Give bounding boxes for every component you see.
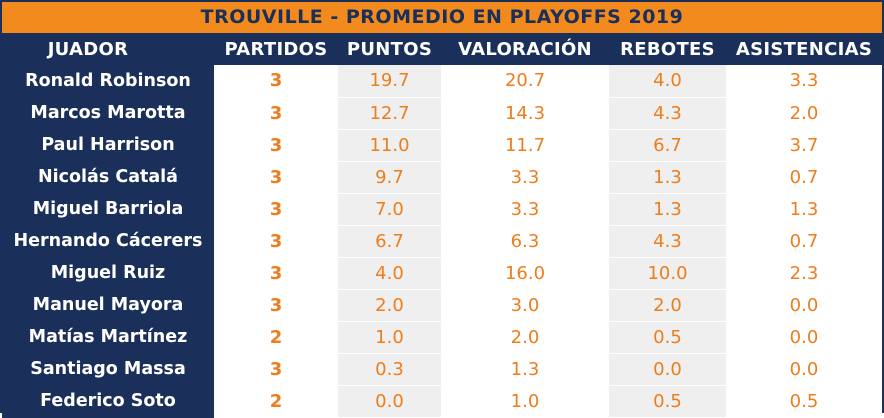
- table-row: Federico Soto 2 0.0 1.0 0.5 0.5: [2, 385, 882, 418]
- rebounds-cell: 0.0: [609, 353, 726, 386]
- games-cell: 3: [214, 65, 338, 98]
- rating-cell: 3.3: [441, 193, 609, 226]
- stats-table: JUADOR PARTIDOS PUNTOS VALORACIÓN REBOTE…: [2, 34, 882, 418]
- table-row: Hernando Cácerers 3 6.7 6.3 4.3 0.7: [2, 225, 882, 258]
- games-cell: 3: [214, 289, 338, 322]
- table-row: Nicolás Catalá 3 9.7 3.3 1.3 0.7: [2, 161, 882, 194]
- points-cell: 0.0: [338, 385, 441, 418]
- assists-cell: 3.3: [726, 65, 882, 98]
- points-cell: 12.7: [338, 97, 441, 130]
- assists-cell: 2.3: [726, 257, 882, 290]
- header-games: PARTIDOS: [214, 34, 338, 65]
- table-row: Santiago Massa 3 0.3 1.3 0.0 0.0: [2, 353, 882, 386]
- header-rating: VALORACIÓN: [441, 34, 609, 65]
- rating-cell: 16.0: [441, 257, 609, 290]
- assists-cell: 3.7: [726, 129, 882, 162]
- games-cell: 3: [214, 353, 338, 386]
- player-name-cell: Marcos Marotta: [2, 97, 214, 130]
- rebounds-cell: 6.7: [609, 129, 726, 162]
- table-body: Ronald Robinson 3 19.7 20.7 4.0 3.3 Marcos Mar…: [2, 65, 882, 418]
- games-cell: 3: [214, 129, 338, 162]
- rating-cell: 20.7: [441, 65, 609, 98]
- points-cell: 11.0: [338, 129, 441, 162]
- rebounds-cell: 0.5: [609, 385, 726, 418]
- rating-cell: 6.3: [441, 225, 609, 258]
- rating-cell: 14.3: [441, 97, 609, 130]
- points-cell: 4.0: [338, 257, 441, 290]
- rating-cell: 3.3: [441, 161, 609, 194]
- rebounds-cell: 4.3: [609, 225, 726, 258]
- player-name-cell: Matías Martínez: [2, 321, 214, 354]
- header-player: JUADOR: [2, 34, 214, 65]
- games-cell: 3: [214, 193, 338, 226]
- points-cell: 7.0: [338, 193, 441, 226]
- rebounds-cell: 2.0: [609, 289, 726, 322]
- points-cell: 2.0: [338, 289, 441, 322]
- player-name-cell: Miguel Ruiz: [2, 257, 214, 290]
- points-cell: 0.3: [338, 353, 441, 386]
- rebounds-cell: 1.3: [609, 193, 726, 226]
- rebounds-cell: 4.3: [609, 97, 726, 130]
- rebounds-cell: 10.0: [609, 257, 726, 290]
- player-name-cell: Hernando Cácerers: [2, 225, 214, 258]
- player-name-cell: Santiago Massa: [2, 353, 214, 386]
- player-name-cell: Ronald Robinson: [2, 65, 214, 98]
- player-name-cell: Miguel Barriola: [2, 193, 214, 226]
- rating-cell: 1.3: [441, 353, 609, 386]
- assists-cell: 0.7: [726, 225, 882, 258]
- points-cell: 1.0: [338, 321, 441, 354]
- assists-cell: 2.0: [726, 97, 882, 130]
- rebounds-cell: 4.0: [609, 65, 726, 98]
- assists-cell: 0.0: [726, 353, 882, 386]
- player-name-cell: Paul Harrison: [2, 129, 214, 162]
- assists-cell: 0.0: [726, 289, 882, 322]
- header-rebounds: REBOTES: [609, 34, 726, 65]
- player-name-cell: Manuel Mayora: [2, 289, 214, 322]
- rebounds-cell: 0.5: [609, 321, 726, 354]
- points-cell: 19.7: [338, 65, 441, 98]
- rebounds-cell: 1.3: [609, 161, 726, 194]
- table-row: Miguel Ruiz 3 4.0 16.0 10.0 2.3: [2, 257, 882, 290]
- assists-cell: 1.3: [726, 193, 882, 226]
- table-row: Miguel Barriola 3 7.0 3.3 1.3 1.3: [2, 193, 882, 226]
- games-cell: 3: [214, 225, 338, 258]
- player-name-cell: Nicolás Catalá: [2, 161, 214, 194]
- assists-cell: 0.5: [726, 385, 882, 418]
- games-cell: 3: [214, 257, 338, 290]
- header-row: JUADOR PARTIDOS PUNTOS VALORACIÓN REBOTE…: [2, 34, 882, 65]
- rating-cell: 11.7: [441, 129, 609, 162]
- games-cell: 2: [214, 321, 338, 354]
- games-cell: 3: [214, 97, 338, 130]
- points-cell: 9.7: [338, 161, 441, 194]
- table-row: Matías Martínez 2 1.0 2.0 0.5 0.0: [2, 321, 882, 354]
- assists-cell: 0.0: [726, 321, 882, 354]
- header-points: PUNTOS: [338, 34, 441, 65]
- games-cell: 3: [214, 161, 338, 194]
- assists-cell: 0.7: [726, 161, 882, 194]
- rating-cell: 3.0: [441, 289, 609, 322]
- games-cell: 2: [214, 385, 338, 418]
- rating-cell: 1.0: [441, 385, 609, 418]
- table-row: Paul Harrison 3 11.0 11.7 6.7 3.7: [2, 129, 882, 162]
- header-assists: ASISTENCIAS: [726, 34, 882, 65]
- table-title: TROUVILLE - PROMEDIO EN PLAYOFFS 2019: [2, 2, 882, 34]
- table-row: Manuel Mayora 3 2.0 3.0 2.0 0.0: [2, 289, 882, 322]
- player-name-cell: Federico Soto: [2, 385, 214, 418]
- rating-cell: 2.0: [441, 321, 609, 354]
- table-row: Marcos Marotta 3 12.7 14.3 4.3 2.0: [2, 97, 882, 130]
- points-cell: 6.7: [338, 225, 441, 258]
- table-row: Ronald Robinson 3 19.7 20.7 4.0 3.3: [2, 65, 882, 98]
